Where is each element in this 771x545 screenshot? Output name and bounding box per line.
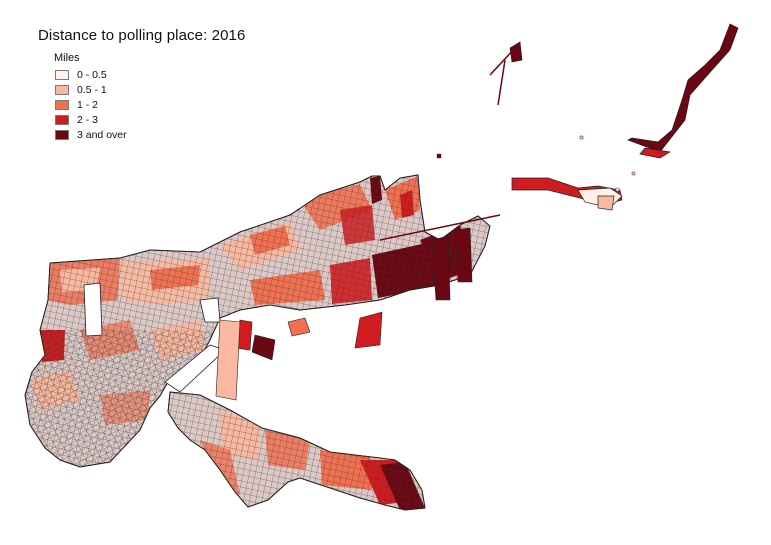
- map-title: Distance to polling place: 2016: [38, 27, 246, 44]
- legend-title: Miles: [54, 52, 80, 64]
- legend-swatch-0: [55, 70, 69, 80]
- legend-label-2: 1 - 2: [77, 99, 99, 111]
- legend-swatch-2: [55, 100, 69, 110]
- small-parcels: [436, 135, 636, 192]
- legend-swatch-1: [55, 85, 69, 95]
- legend-swatch-3: [55, 115, 69, 125]
- legend: Miles 0 - 0.5 0.5 - 1 1 - 2 2 - 3 3 and …: [54, 52, 127, 143]
- legend-item-1: 0.5 - 1: [55, 83, 127, 97]
- industrial-dark-parcels: [215, 227, 473, 401]
- west-bank: [167, 391, 426, 511]
- legend-label-3: 2 - 3: [77, 114, 99, 126]
- legend-item-0: 0 - 0.5: [55, 68, 127, 82]
- legend-item-3: 2 - 3: [55, 113, 127, 127]
- legend-label-0: 0 - 0.5: [77, 69, 107, 81]
- legend-item-4: 3 and over: [55, 128, 127, 142]
- legend-label-1: 0.5 - 1: [77, 84, 107, 96]
- corridor-lines: [379, 47, 516, 241]
- legend-swatch-4: [55, 130, 69, 140]
- legend-item-2: 1 - 2: [55, 98, 127, 112]
- new-orleans-east: [509, 23, 739, 211]
- parks-and-gaps: [83, 282, 226, 393]
- legend-label-4: 3 and over: [77, 129, 127, 141]
